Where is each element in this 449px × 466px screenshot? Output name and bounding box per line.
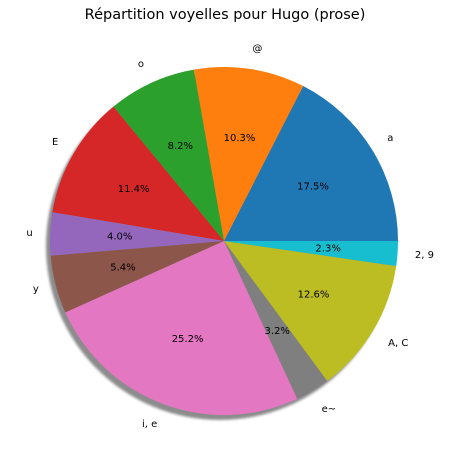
slice-label-y: y	[33, 284, 39, 295]
pie-slice-e	[52, 106, 224, 241]
pie-slice-e	[224, 241, 328, 399]
slice-percent-y: 5.4%	[110, 262, 135, 273]
slice-label-i-e: i, e	[142, 419, 157, 430]
slice-label-e: E	[52, 137, 58, 148]
slice-label-2-9: 2, 9	[415, 250, 434, 261]
slice-label-o: o	[138, 59, 144, 70]
pie-slice-u	[50, 212, 225, 256]
pie-slice-a	[224, 86, 398, 241]
pie-slice-i-e	[65, 241, 298, 416]
slice-percent-slice1: 10.3%	[224, 133, 256, 144]
slice-percent-a: 17.5%	[297, 182, 329, 193]
slice-label-a-c: A, C	[388, 338, 408, 349]
slice-percent-e: 3.2%	[265, 326, 290, 337]
slice-label-a: a	[387, 133, 393, 144]
slice-percent-e: 11.4%	[118, 184, 150, 195]
slice-percent-2-9: 2.3%	[315, 244, 340, 255]
pie-slice-y	[50, 241, 225, 313]
pie-slice-2-9	[224, 241, 398, 267]
pie-slices	[50, 67, 398, 416]
slice-percent-a-c: 12.6%	[298, 290, 330, 301]
slice-label-u: u	[26, 228, 32, 239]
pie-slice-a-c	[224, 241, 397, 382]
pie-labels: a 17.5% @10.3% o 8.2% E 11.4% u 4.0% y 5.4% i, e 25.…	[26, 44, 434, 430]
slice-percent-o: 8.2%	[168, 141, 193, 152]
pie-slice-slice1	[193, 67, 304, 241]
slice-percent-i-e: 25.2%	[172, 334, 204, 345]
slice-label-e: e~	[322, 404, 337, 415]
slice-label-slice1: @	[252, 44, 262, 55]
pie-slice-o	[113, 69, 224, 241]
slice-percent-u: 4.0%	[107, 232, 132, 243]
chart-title: Répartition voyelles pour Hugo (prose)	[85, 7, 366, 23]
